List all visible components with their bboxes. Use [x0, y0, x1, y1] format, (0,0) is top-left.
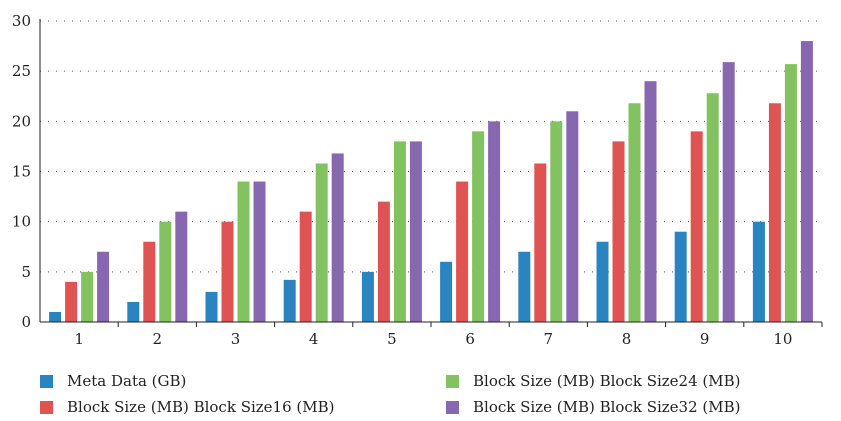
bar: [800, 41, 813, 323]
legend-label: Block Size (MB) Block Size16 (MB): [67, 398, 335, 416]
x-tick-label: 2: [153, 330, 163, 348]
bar: [472, 131, 485, 322]
x-tick-label: 7: [544, 330, 554, 348]
bar: [97, 251, 110, 322]
bar: [722, 62, 735, 323]
bar: [221, 221, 234, 322]
legend: Meta Data (GB) Block Size (MB) Block Siz…: [0, 368, 841, 418]
bar: [768, 103, 781, 322]
y-tick-label: 0: [21, 313, 31, 331]
bar: [253, 181, 266, 322]
axes: 0 5 10 15 20 25 30 1 2 3 4 5 6 7 8 9 10: [12, 12, 823, 348]
legend-swatch: [446, 374, 459, 388]
y-tick-label: 5: [21, 263, 31, 281]
legend-item-block-size-24: Block Size (MB) Block Size24 (MB): [446, 372, 741, 390]
bar: [159, 221, 172, 322]
legend-item-meta-data: Meta Data (GB): [40, 372, 186, 390]
bar: [81, 271, 94, 322]
y-tick-label: 20: [12, 112, 31, 130]
bar: [331, 153, 344, 322]
y-tick-label: 25: [12, 62, 31, 80]
legend-label: Block Size (MB) Block Size24 (MB): [473, 372, 741, 390]
legend-swatch: [40, 400, 53, 414]
bar: [550, 121, 563, 322]
x-tick-label: 8: [622, 330, 632, 348]
bar: [674, 231, 687, 322]
bar: [534, 163, 547, 322]
x-tick-label: 9: [700, 330, 710, 348]
bar: [315, 163, 328, 322]
legend-label: Block Size (MB) Block Size32 (MB): [473, 398, 741, 416]
bar: [175, 211, 188, 322]
bar: [237, 181, 250, 322]
x-tick-label: 6: [465, 330, 475, 348]
bar: [49, 311, 62, 322]
bar: [784, 64, 797, 322]
bar: [752, 221, 765, 322]
bar: [690, 131, 703, 322]
bar: [596, 241, 609, 322]
bar: [377, 201, 390, 322]
legend-swatch: [40, 374, 53, 388]
y-tick-label: 10: [12, 213, 31, 231]
bar: [518, 251, 531, 322]
x-tick-label: 3: [231, 330, 241, 348]
bar: [299, 211, 312, 322]
bar: [644, 81, 657, 322]
bar: [566, 111, 579, 322]
bar: [205, 291, 218, 322]
legend-label: Meta Data (GB): [67, 372, 187, 390]
bar: [143, 241, 156, 322]
x-tick-label: 4: [309, 330, 319, 348]
bar: [456, 181, 469, 322]
legend-item-block-size-32: Block Size (MB) Block Size32 (MB): [446, 398, 741, 416]
bar: [65, 281, 78, 322]
legend-item-block-size-16: Block Size (MB) Block Size16 (MB): [40, 398, 335, 416]
y-tick-label: 30: [12, 12, 31, 30]
bar: [283, 279, 296, 322]
y-tick-label: 15: [12, 163, 31, 181]
bar: [612, 141, 625, 322]
x-tick-label: 5: [387, 330, 397, 348]
x-tick-label: 10: [773, 330, 792, 348]
bar: [361, 271, 374, 322]
gridlines: [40, 20, 822, 273]
bar: [488, 121, 501, 322]
bars: [49, 41, 813, 323]
bar: [409, 141, 422, 322]
bar: [393, 141, 406, 322]
bar: [127, 301, 140, 322]
x-tick-label: 1: [74, 330, 84, 348]
bar: [440, 261, 453, 322]
bar: [706, 93, 719, 323]
legend-swatch: [446, 400, 459, 414]
bar: [628, 103, 641, 322]
